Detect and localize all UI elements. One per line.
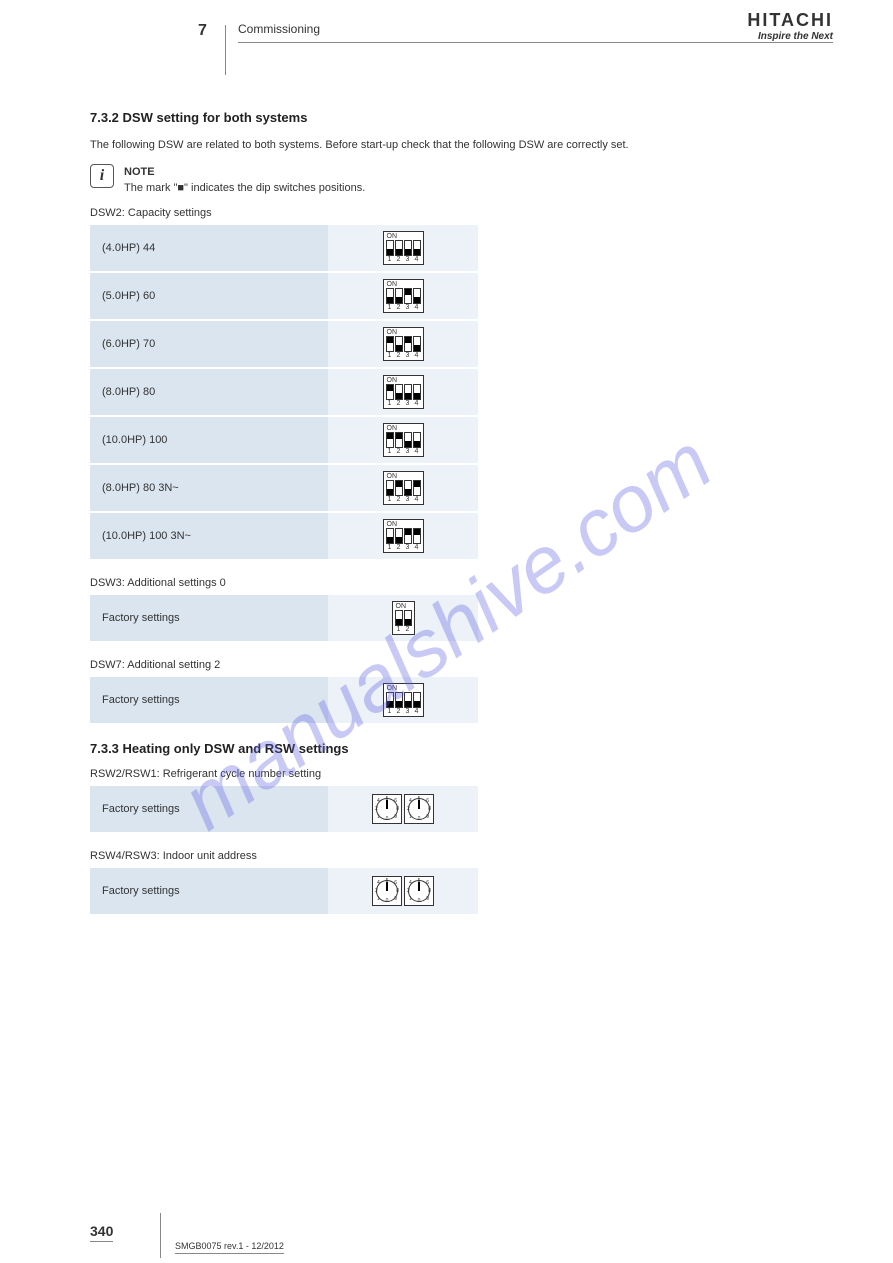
dsw2-title: DSW2: Capacity settings [90, 207, 740, 219]
switch-label: Factory settings [90, 868, 328, 914]
switch-row: (10.0HP) 100 ON 1234 [90, 417, 490, 463]
page-number: 340 [90, 1223, 113, 1239]
switch-row: (6.0HP) 70 ON 1234 [90, 321, 490, 367]
dip-switch-icon: ON 1234 [383, 279, 424, 313]
switch-label: (4.0HP) 44 [90, 225, 328, 271]
note-label: NOTE [124, 166, 155, 178]
rotary-switch-icon: 5 4 6 2 8 1 9 0 [404, 876, 434, 906]
footer-divider [160, 1213, 161, 1258]
rsw21-title: RSW2/RSW1: Refrigerant cycle number sett… [90, 768, 740, 780]
dsw3-table: Factory settings ON 12 [90, 595, 490, 641]
switch-row: (5.0HP) 60 ON 1234 [90, 273, 490, 319]
dip-switch-icon: ON 1234 [383, 327, 424, 361]
dsw7-title: DSW7: Additional setting 2 [90, 659, 740, 671]
dip-switch-icon: ON 12 [392, 601, 415, 635]
rotary-pair: 5 4 6 2 8 1 9 0 5 4 6 2 8 1 9 0 [372, 794, 434, 824]
switch-graphic: ON 1234 [328, 465, 478, 511]
switch-label: (8.0HP) 80 [90, 369, 328, 415]
switch-graphic: ON 1234 [328, 513, 478, 559]
note-body: The mark "■" indicates the dip switches … [124, 182, 365, 194]
header-divider [225, 25, 226, 75]
dip-switch-icon: ON 1234 [383, 471, 424, 505]
heading-heating-only: 7.3.3 Heating only DSW and RSW settings [90, 741, 740, 756]
switch-label: Factory settings [90, 595, 328, 641]
rsw21-table: Factory settings 5 4 6 2 8 1 9 0 5 4 6 2… [90, 786, 490, 832]
info-icon: i [90, 164, 114, 188]
dip-switch-icon: ON 1234 [383, 519, 424, 553]
dsw3-title: DSW3: Additional settings 0 [90, 577, 740, 589]
section-title: Commissioning [238, 22, 320, 36]
section-number: 7 [198, 22, 207, 40]
switch-label: Factory settings [90, 786, 328, 832]
switch-row: (10.0HP) 100 3N~ ON 1234 [90, 513, 490, 559]
dip-switch-icon: ON 1234 [383, 231, 424, 265]
logo-text: HITACHI [747, 10, 833, 31]
dsw2-block: DSW2: Capacity settings (4.0HP) 44 ON 12… [90, 207, 740, 559]
dip-switch-icon: ON 1234 [383, 375, 424, 409]
switch-label: (10.0HP) 100 [90, 417, 328, 463]
dip-switch-icon: ON 1234 [383, 683, 424, 717]
rsw21-block: RSW2/RSW1: Refrigerant cycle number sett… [90, 768, 740, 832]
intro-paragraph: The following DSW are related to both sy… [90, 137, 740, 154]
switch-row: Factory settings 5 4 6 2 8 1 9 0 5 4 6 2… [90, 868, 490, 914]
dsw7-table: Factory settings ON 1234 [90, 677, 490, 723]
switch-graphic: ON 1234 [328, 321, 478, 367]
switch-graphic: ON 1234 [328, 273, 478, 319]
note-text: NOTE The mark "■" indicates the dip swit… [124, 164, 365, 197]
switch-graphic: ON 1234 [328, 417, 478, 463]
switch-row: Factory settings ON 1234 [90, 677, 490, 723]
rsw43-block: RSW4/RSW3: Indoor unit address Factory s… [90, 850, 740, 914]
rotary-pair: 5 4 6 2 8 1 9 0 5 4 6 2 8 1 9 0 [372, 876, 434, 906]
switch-graphic: ON 1234 [328, 677, 478, 723]
switch-label: (10.0HP) 100 3N~ [90, 513, 328, 559]
switch-label: Factory settings [90, 677, 328, 723]
switch-row: (8.0HP) 80 3N~ ON 1234 [90, 465, 490, 511]
dsw3-block: DSW3: Additional settings 0 Factory sett… [90, 577, 740, 641]
rotary-switch-icon: 5 4 6 2 8 1 9 0 [404, 794, 434, 824]
rotary-switch-icon: 5 4 6 2 8 1 9 0 [372, 876, 402, 906]
content: 7.3.2 DSW setting for both systems The f… [90, 110, 740, 932]
switch-row: (8.0HP) 80 ON 1234 [90, 369, 490, 415]
header-line [238, 42, 833, 43]
switch-graphic: 5 4 6 2 8 1 9 0 5 4 6 2 8 1 9 0 [328, 786, 478, 832]
logo-tagline: Inspire the Next [747, 31, 833, 42]
dsw2-table: (4.0HP) 44 ON 1234 (5.0HP) 60 ON 1234 (6… [90, 225, 490, 559]
rotary-switch-icon: 5 4 6 2 8 1 9 0 [372, 794, 402, 824]
switch-label: (5.0HP) 60 [90, 273, 328, 319]
switch-label: (8.0HP) 80 3N~ [90, 465, 328, 511]
switch-row: Factory settings 5 4 6 2 8 1 9 0 5 4 6 2… [90, 786, 490, 832]
switch-graphic: ON 1234 [328, 225, 478, 271]
heading-dsw-both: 7.3.2 DSW setting for both systems [90, 110, 740, 125]
rsw43-table: Factory settings 5 4 6 2 8 1 9 0 5 4 6 2… [90, 868, 490, 914]
logo: HITACHI Inspire the Next [747, 10, 833, 42]
switch-graphic: ON 1234 [328, 369, 478, 415]
switch-graphic: ON 12 [328, 595, 478, 641]
switch-label: (6.0HP) 70 [90, 321, 328, 367]
rsw43-title: RSW4/RSW3: Indoor unit address [90, 850, 740, 862]
switch-graphic: 5 4 6 2 8 1 9 0 5 4 6 2 8 1 9 0 [328, 868, 478, 914]
dsw7-block: DSW7: Additional setting 2 Factory setti… [90, 659, 740, 723]
dip-switch-icon: ON 1234 [383, 423, 424, 457]
switch-row: Factory settings ON 12 [90, 595, 490, 641]
note-block: i NOTE The mark "■" indicates the dip sw… [90, 164, 740, 197]
document-id: SMGB0075 rev.1 - 12/2012 [175, 1241, 284, 1251]
switch-row: (4.0HP) 44 ON 1234 [90, 225, 490, 271]
